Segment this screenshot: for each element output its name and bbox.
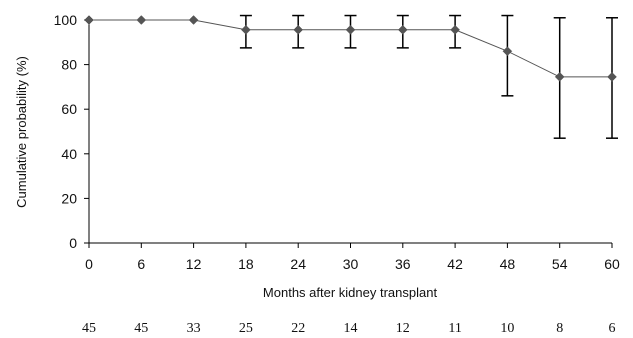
y-tick-label: 100 xyxy=(54,12,78,28)
y-tick-label: 80 xyxy=(61,57,77,73)
x-tick-label: 12 xyxy=(186,256,202,272)
at-risk-count: 8 xyxy=(556,321,563,336)
at-risk-count: 14 xyxy=(344,321,358,336)
data-point xyxy=(241,24,251,35)
x-tick-label: 24 xyxy=(290,256,306,272)
data-point xyxy=(397,24,408,35)
at-risk-count: 22 xyxy=(291,321,305,336)
at-risk-count: 33 xyxy=(187,321,201,336)
at-risk-count: 12 xyxy=(396,321,410,336)
x-tick-label: 6 xyxy=(137,256,145,272)
y-tick-label: 60 xyxy=(61,101,77,117)
series-group xyxy=(84,14,618,139)
data-point xyxy=(607,72,617,82)
data-point xyxy=(84,15,94,25)
x-tick-label: 18 xyxy=(238,256,254,272)
x-tick-label: 30 xyxy=(343,256,359,272)
x-tick-label: 60 xyxy=(604,256,620,272)
x-axis: 0 6 12 18 24 30 36 42 48 54 60 xyxy=(85,242,620,272)
at-risk-count: 10 xyxy=(500,321,514,336)
at-risk-count: 11 xyxy=(448,321,461,336)
data-point xyxy=(502,46,513,57)
y-tick-label: 0 xyxy=(69,235,77,251)
y-tick-label: 40 xyxy=(61,146,77,162)
at-risk-count: 45 xyxy=(82,321,96,336)
y-axis-title: Cumulative probability (%) xyxy=(14,56,29,208)
x-tick-label: 36 xyxy=(395,256,411,272)
at-risk-count: 25 xyxy=(239,321,253,336)
data-point xyxy=(450,24,460,35)
at-risk-count: 45 xyxy=(134,321,148,336)
at-risk-count: 6 xyxy=(609,321,616,336)
x-tick-label: 0 xyxy=(85,256,93,272)
y-axis: 0 20 40 60 80 100 xyxy=(54,12,90,251)
x-axis-title: Months after kidney transplant xyxy=(263,285,438,300)
data-point xyxy=(136,15,147,25)
data-point xyxy=(188,15,199,25)
x-tick-label: 42 xyxy=(447,256,463,272)
x-tick-label: 54 xyxy=(552,256,568,272)
data-point xyxy=(554,72,565,82)
at-risk-row: 45 45 33 25 22 14 12 11 10 8 6 xyxy=(82,321,616,336)
data-point xyxy=(345,24,356,35)
data-point xyxy=(293,24,304,35)
x-tick-label: 48 xyxy=(500,256,516,272)
y-tick-label: 20 xyxy=(61,190,77,206)
